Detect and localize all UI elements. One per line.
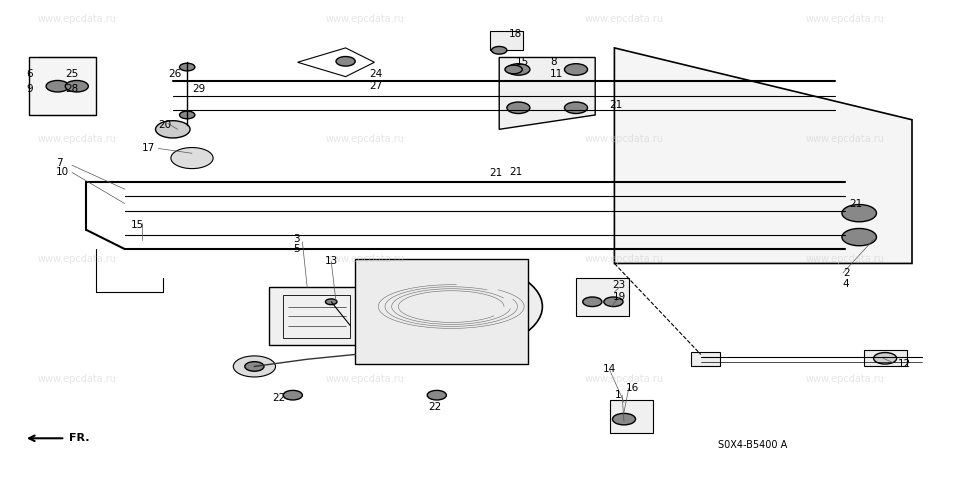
Text: 9: 9	[26, 84, 33, 93]
Text: 28: 28	[65, 84, 79, 93]
Text: 25: 25	[65, 69, 79, 79]
Circle shape	[180, 111, 195, 119]
Text: 13: 13	[324, 256, 338, 266]
Bar	[283, 295, 350, 338]
Circle shape	[507, 64, 530, 75]
Circle shape	[427, 390, 446, 400]
Circle shape	[180, 63, 195, 71]
Text: 21: 21	[509, 168, 522, 177]
Circle shape	[505, 65, 522, 74]
Circle shape	[842, 205, 876, 222]
Text: 16: 16	[626, 383, 639, 393]
Text: www.epcdata.ru: www.epcdata.ru	[37, 374, 116, 384]
Text: 12: 12	[898, 359, 911, 369]
Text: www.epcdata.ru: www.epcdata.ru	[325, 254, 404, 264]
Text: www.epcdata.ru: www.epcdata.ru	[805, 134, 884, 144]
Circle shape	[336, 57, 355, 66]
Text: 2: 2	[843, 268, 850, 278]
Text: 17: 17	[142, 144, 156, 153]
Circle shape	[842, 228, 876, 246]
Circle shape	[507, 102, 530, 114]
Circle shape	[437, 299, 466, 314]
Text: www.epcdata.ru: www.epcdata.ru	[585, 14, 663, 24]
Text: FR.: FR.	[69, 433, 89, 443]
Text: 3: 3	[293, 235, 300, 244]
Circle shape	[360, 261, 542, 352]
Circle shape	[583, 297, 602, 307]
Bar	[269, 287, 365, 345]
Text: www.epcdata.ru: www.epcdata.ru	[805, 374, 884, 384]
Text: www.epcdata.ru: www.epcdata.ru	[585, 254, 663, 264]
Bar	[610, 400, 653, 433]
Circle shape	[413, 287, 490, 326]
Circle shape	[564, 102, 588, 114]
Text: 24: 24	[370, 69, 383, 79]
Text: 22: 22	[428, 402, 442, 412]
Text: S0X4-B5400 A: S0X4-B5400 A	[718, 441, 787, 450]
Text: 11: 11	[550, 69, 564, 79]
Text: 29: 29	[192, 84, 205, 93]
Circle shape	[492, 46, 507, 54]
Circle shape	[564, 64, 588, 75]
Text: www.epcdata.ru: www.epcdata.ru	[325, 134, 404, 144]
Text: www.epcdata.ru: www.epcdata.ru	[805, 254, 884, 264]
Bar	[490, 31, 523, 50]
Text: www.epcdata.ru: www.epcdata.ru	[585, 374, 663, 384]
Text: 8: 8	[550, 57, 557, 67]
Bar	[29, 57, 96, 115]
Text: 4: 4	[843, 279, 850, 288]
Circle shape	[604, 297, 623, 307]
Text: www.epcdata.ru: www.epcdata.ru	[37, 14, 116, 24]
Text: 21: 21	[490, 169, 503, 178]
Polygon shape	[614, 48, 912, 263]
Circle shape	[245, 362, 264, 371]
Text: 20: 20	[158, 120, 172, 129]
Text: 1: 1	[614, 390, 621, 400]
Text: 23: 23	[612, 280, 626, 290]
Text: 21: 21	[850, 199, 863, 208]
Text: www.epcdata.ru: www.epcdata.ru	[325, 14, 404, 24]
Text: www.epcdata.ru: www.epcdata.ru	[585, 134, 663, 144]
Text: 27: 27	[370, 81, 383, 91]
Text: 26: 26	[168, 69, 181, 79]
Text: www.epcdata.ru: www.epcdata.ru	[37, 134, 116, 144]
Polygon shape	[499, 57, 595, 129]
Circle shape	[46, 80, 69, 92]
Circle shape	[65, 80, 88, 92]
Bar	[864, 350, 907, 366]
Text: 14: 14	[603, 364, 616, 374]
Bar	[691, 352, 720, 366]
Text: 6: 6	[26, 69, 33, 79]
Text: 15: 15	[516, 57, 529, 67]
Text: 22: 22	[272, 393, 285, 402]
Circle shape	[171, 148, 213, 169]
Text: www.epcdata.ru: www.epcdata.ru	[37, 254, 116, 264]
Text: www.epcdata.ru: www.epcdata.ru	[805, 14, 884, 24]
Text: 18: 18	[509, 29, 522, 38]
Circle shape	[156, 121, 190, 138]
Text: 5: 5	[293, 244, 300, 254]
Text: 15: 15	[131, 220, 144, 230]
Circle shape	[612, 413, 636, 425]
Circle shape	[325, 299, 337, 305]
Bar	[576, 278, 629, 316]
Circle shape	[874, 353, 897, 364]
Bar	[355, 259, 528, 364]
Text: 19: 19	[612, 292, 626, 302]
Text: 7: 7	[56, 158, 62, 168]
Text: 10: 10	[56, 168, 69, 177]
Circle shape	[283, 390, 302, 400]
Circle shape	[233, 356, 276, 377]
Text: 21: 21	[610, 101, 623, 110]
Text: www.epcdata.ru: www.epcdata.ru	[325, 374, 404, 384]
